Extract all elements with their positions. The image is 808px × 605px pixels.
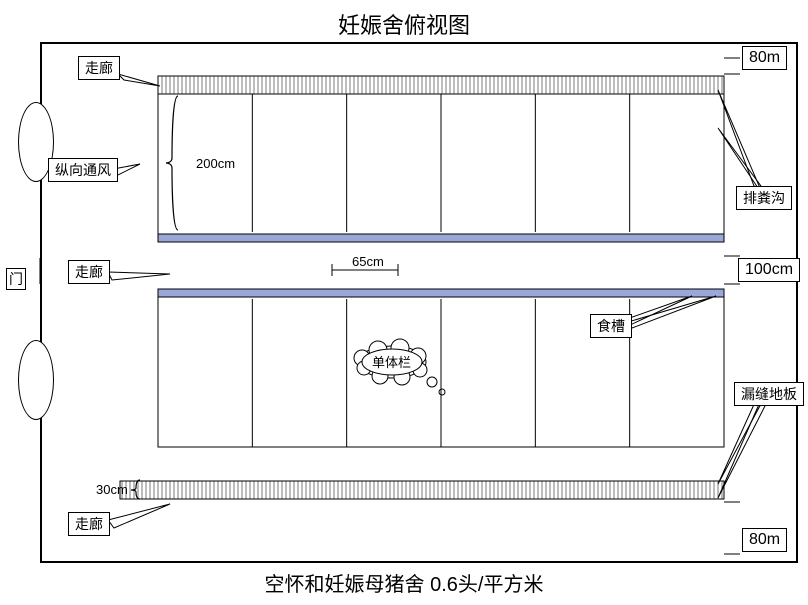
dim-bottom-right: 80m [742, 528, 787, 552]
callout-corridor-mid: 走廊 [68, 260, 110, 284]
callout-slatted-floor: 漏缝地板 [734, 382, 804, 406]
callout-manure-ditch: 排粪沟 [736, 186, 792, 210]
vent-ellipse-bottom [18, 340, 54, 420]
callout-corridor-bot: 走廊 [68, 512, 110, 536]
callout-vent: 纵向通风 [48, 158, 118, 182]
dim-top-right: 80m [742, 46, 787, 70]
page-subtitle: 空怀和妊娠母猪舍 0.6头/平方米 [0, 568, 808, 597]
callout-trough: 食槽 [590, 314, 632, 338]
door-label: 门 [6, 268, 26, 290]
page-title: 妊娠舍俯视图 [0, 8, 808, 40]
building-outline [40, 42, 798, 563]
dim-middle-right: 100cm [738, 258, 800, 282]
callout-corridor-top: 走廊 [78, 56, 120, 80]
